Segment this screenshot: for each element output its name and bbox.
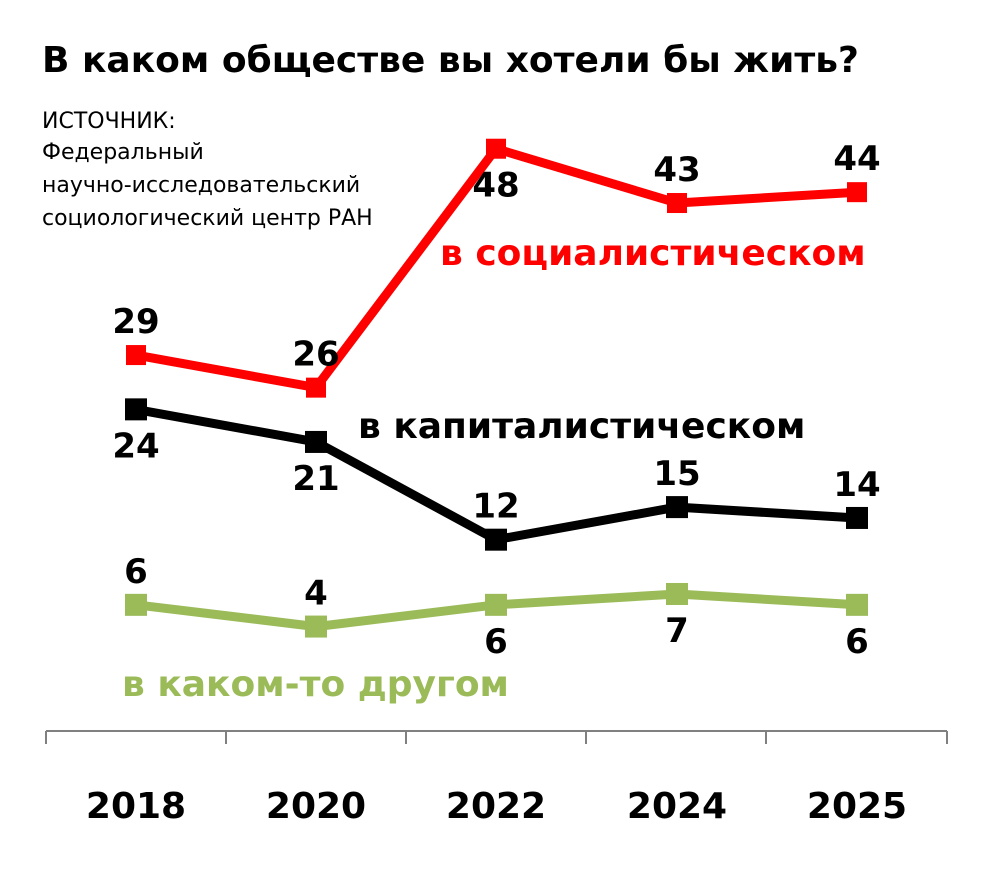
data-point (846, 593, 868, 616)
data-label: 43 (653, 150, 700, 190)
data-point (485, 528, 507, 551)
data-label: 4 (304, 574, 328, 614)
data-point (126, 345, 146, 366)
x-tick-label: 2024 (627, 786, 727, 827)
series-label-capitalist: в капиталистическом (358, 406, 805, 447)
data-label: 26 (292, 335, 339, 375)
data-label: 6 (845, 622, 869, 662)
data-label: 12 (472, 487, 519, 527)
data-label: 29 (112, 302, 159, 342)
data-point (666, 582, 688, 605)
data-label: 7 (665, 611, 689, 651)
source-line: социологический центр РАН (42, 206, 373, 231)
source-note: ИСТОЧНИК: Федеральный научно-исследовате… (42, 109, 373, 231)
data-label: 6 (124, 552, 148, 592)
series-label-other: в каком-то другом (122, 664, 509, 705)
data-point (306, 377, 326, 398)
data-point (305, 430, 327, 453)
x-tick-label: 2018 (86, 786, 186, 827)
series-group: 24 21 12 15 14 (112, 398, 881, 551)
data-label: 48 (472, 166, 519, 206)
data-label: 14 (833, 465, 880, 505)
data-point (667, 193, 687, 214)
data-label: 44 (833, 139, 880, 179)
series-label-socialist: в социалистическом (440, 233, 866, 274)
series-group: 29 26 48 43 44 (112, 138, 881, 398)
x-tick-label: 2020 (266, 786, 366, 827)
data-point (486, 138, 506, 159)
data-label: 6 (484, 622, 508, 662)
x-axis: 2018 2020 2022 2024 2025 (45, 730, 948, 827)
source-line: научно-исследовательский (42, 173, 360, 198)
data-point (846, 506, 868, 529)
data-label: 21 (292, 459, 339, 499)
data-label: 24 (112, 426, 159, 466)
series-group: 6 4 6 7 6 (124, 552, 869, 662)
data-point (485, 593, 507, 616)
data-point (125, 398, 147, 421)
chart-title: В каком обществе вы хотели бы жить? (42, 40, 859, 81)
source-line: Федеральный (42, 140, 204, 165)
data-point (125, 593, 147, 616)
source-line: ИСТОЧНИК: (42, 109, 176, 134)
data-point (305, 615, 327, 638)
x-tick-label: 2022 (446, 786, 546, 827)
x-tick-label: 2025 (807, 786, 907, 827)
data-point (847, 182, 867, 203)
data-label: 15 (653, 454, 700, 494)
data-point (666, 496, 688, 519)
series-layer: 29 26 48 43 44 24 21 12 15 14 6 4 6 7 6 (112, 138, 881, 662)
